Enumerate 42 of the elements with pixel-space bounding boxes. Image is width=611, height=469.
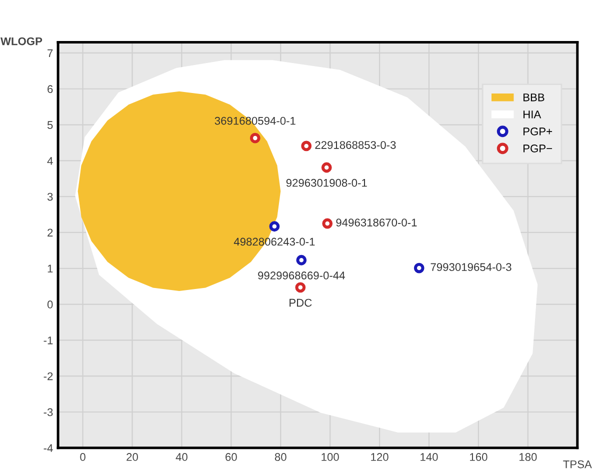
point xyxy=(321,162,332,173)
y-tick-label: 3 xyxy=(47,192,53,201)
point xyxy=(414,262,424,274)
annotation: 2291868853-0-3 xyxy=(315,141,396,149)
y-tick-label: 7 xyxy=(48,49,53,58)
point xyxy=(295,282,306,293)
legend-label: PGP− xyxy=(524,144,552,152)
y-tick-label: -2 xyxy=(44,372,53,380)
x-tick-label: 20 xyxy=(126,453,138,461)
y-tick-label: 2 xyxy=(48,228,53,237)
point xyxy=(301,140,312,152)
y-tick-label: -3 xyxy=(44,408,53,416)
y-tick-label: 4 xyxy=(47,157,53,165)
y-axis-title: WLOGP xyxy=(0,37,42,46)
point xyxy=(269,221,280,232)
point xyxy=(250,132,260,144)
x-tick-label: 140 xyxy=(420,453,438,461)
x-axis-title: TPSA xyxy=(563,460,592,468)
annotation: 9296301908-0-1 xyxy=(286,178,367,187)
legend-label: PGP+ xyxy=(524,128,552,136)
legend-label: HIA xyxy=(524,110,542,118)
y-tick-label: 0 xyxy=(47,300,53,308)
y-tick-label: -4 xyxy=(44,444,53,452)
x-tick-label: 80 xyxy=(274,453,286,461)
x-tick-label: 120 xyxy=(371,453,388,461)
legend-label: BBB xyxy=(524,94,544,102)
x-tick-label: 40 xyxy=(176,453,188,461)
x-tick-label: 60 xyxy=(226,453,237,461)
point xyxy=(322,218,333,229)
y-tick-label: -1 xyxy=(44,336,53,344)
x-tick-label: 180 xyxy=(520,453,537,461)
x-tick-label: 100 xyxy=(322,453,339,461)
annotation: PDC xyxy=(290,298,312,307)
x-tick-label: 160 xyxy=(470,453,488,461)
annotation: 7993019654-0-3 xyxy=(430,263,512,272)
point xyxy=(296,254,307,266)
y-tick-label: 5 xyxy=(47,121,53,129)
x-tick-label: 0 xyxy=(80,453,86,461)
y-tick-label: 1 xyxy=(48,264,53,272)
y-tick-label: 6 xyxy=(48,85,53,94)
annotation: 9496318670-0-1 xyxy=(336,218,417,226)
annotation: 9929968669-0-44 xyxy=(258,272,345,280)
